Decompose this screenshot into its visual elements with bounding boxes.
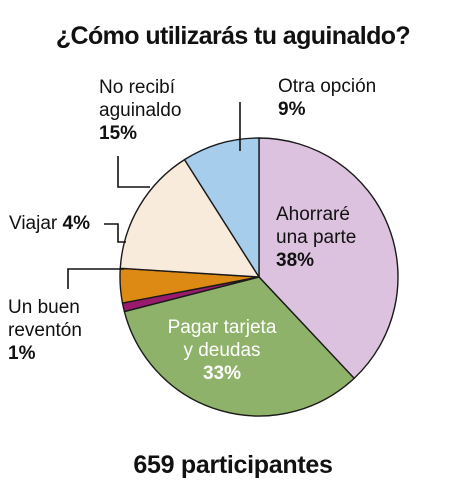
label-pagar-value: 33% — [202, 363, 242, 384]
label-otra-line1: Otra opción — [278, 76, 377, 97]
leader-line-no-recibi — [117, 156, 150, 188]
pie-slice-otra-opcion — [183, 137, 260, 278]
label-viajar-value: 4% — [62, 213, 90, 234]
pie-slices — [119, 137, 399, 417]
chart-title: ¿Cómo utilizarás tu aguinaldo? — [55, 22, 411, 50]
label-reventon-line2: reventón — [8, 320, 82, 341]
label-ahorrare-value: 38% — [276, 250, 315, 271]
label-viajar: Viajar 4% — [9, 212, 90, 235]
label-no-recibi-line1: No recibí — [99, 77, 176, 98]
label-pagar-line1: Pagar tarjeta — [167, 317, 277, 338]
label-ahorrare-line1: Ahorraré — [276, 204, 350, 225]
label-pagar-line2: y deudas — [183, 340, 261, 361]
participants-count: 659 participantes — [133, 451, 333, 479]
pie-slice-ahorrare-una-parte — [258, 137, 399, 380]
label-no-recibi-value: 15% — [99, 123, 138, 144]
leader-lines — [67, 102, 241, 289]
pie-slice-no-recibi-aguinaldo — [119, 158, 260, 278]
label-ahorrare-line2: una parte — [276, 227, 357, 248]
pie-slice-pagar-tarjeta-y-deudas — [123, 276, 355, 417]
label-viajar-line1: Viajar — [9, 213, 58, 234]
label-reventon-line1: Un buen — [8, 297, 80, 318]
leader-line-viajar — [104, 223, 126, 243]
label-otra: Otra opción 9% — [278, 75, 376, 121]
label-ahorrare: Ahorraré una parte 38% — [276, 203, 356, 272]
label-reventon-value: 1% — [8, 343, 36, 364]
label-pagar: Pagar tarjeta y deudas 33% — [152, 316, 292, 385]
label-otra-value: 9% — [278, 99, 306, 120]
leader-line-reventon — [67, 268, 124, 289]
label-no-recibi-line2: aguinaldo — [99, 100, 182, 121]
label-reventon: Un buen reventón 1% — [8, 296, 82, 365]
label-no-recibi: No recibí aguinaldo 15% — [99, 76, 181, 145]
